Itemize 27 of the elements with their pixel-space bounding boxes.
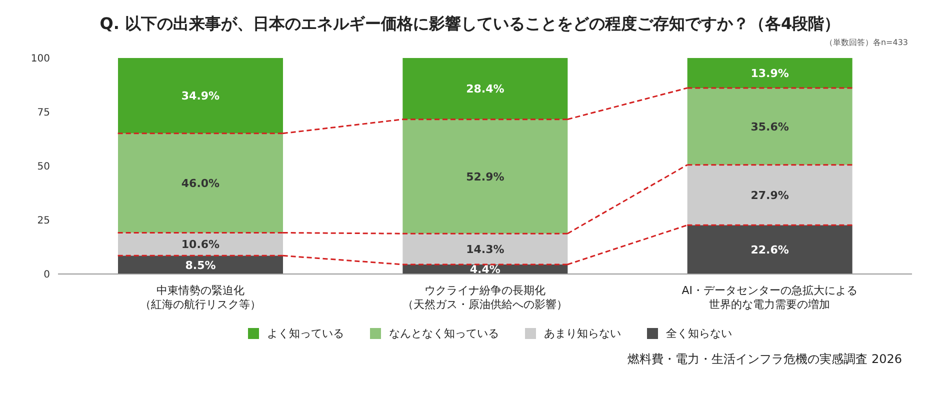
data-label: 14.3%: [466, 243, 504, 256]
y-tick-label: 100: [30, 54, 50, 65]
data-label: 13.9%: [750, 67, 789, 80]
data-label: 27.9%: [750, 189, 789, 202]
data-label: 34.9%: [181, 90, 220, 103]
legend-label: あまり知らない: [543, 326, 621, 341]
y-tick-label: 50: [37, 162, 50, 173]
x-tick-label: ウクライナ紛争の長期化（天然ガス・原油供給への影響）: [402, 284, 568, 311]
data-label: 8.5%: [185, 258, 216, 272]
data-label: 52.9%: [466, 170, 504, 184]
text: （単数回答）各n=433: [824, 37, 909, 48]
data-label: 46.0%: [181, 177, 220, 190]
y-tick-label: 0: [44, 270, 50, 281]
text: 燃料費・電力・生活インフラ危機の実感調査 2026: [626, 351, 903, 368]
data-label: 28.4%: [466, 82, 504, 96]
data-label: 22.6%: [750, 244, 789, 257]
data-label: 4.4%: [470, 263, 500, 276]
legend-label: 全く知らない: [665, 326, 732, 341]
x-tick-label: AI・データセンターの急拡大による世界的な電力需要の増加: [682, 284, 858, 311]
legend-label: よく知っている: [266, 326, 344, 341]
data-label: 10.6%: [181, 238, 220, 252]
data-label: 35.6%: [750, 120, 789, 134]
y-tick-label: 75: [37, 108, 50, 119]
x-tick-label: 中東情勢の緊迫化（紅海の航行リスク等）: [140, 284, 261, 311]
y-tick-label: 25: [37, 216, 50, 227]
chart-title: Q. 以下の出来事が、日本のエネルギー価格に影響していることをどの程度ご存知ですか？（各4段階）: [98, 13, 842, 35]
legend-label: なんとなく知っている: [388, 326, 499, 341]
